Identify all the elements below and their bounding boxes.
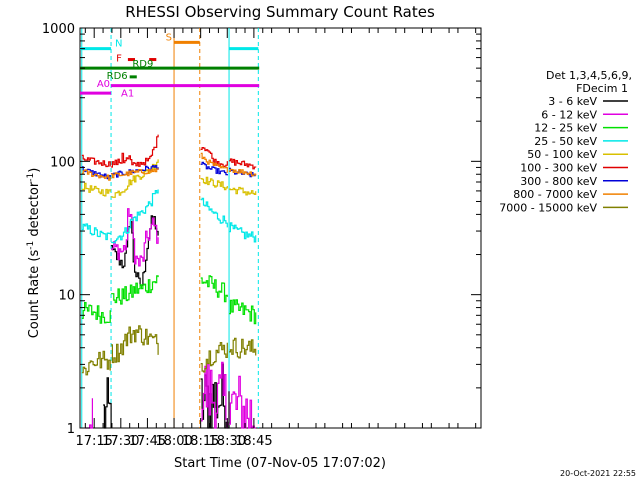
series-line [81, 154, 111, 168]
flag-label: A1 [121, 89, 134, 100]
series-line [81, 182, 111, 197]
y-tick-label: 100 [50, 155, 75, 170]
flag-a1: A1 [111, 84, 260, 100]
legend-entry-label: 100 - 300 keV [520, 162, 597, 175]
x-tick-label: 18:15 [182, 434, 219, 449]
legend-entry-label: 12 - 25 keV [534, 122, 597, 135]
series-line [111, 168, 159, 179]
flag-s: S [166, 32, 200, 44]
series-layer [81, 134, 257, 429]
flag-label: RD9 [132, 59, 153, 70]
series-line [81, 350, 111, 376]
flag-label: A0 [97, 79, 110, 90]
series-line [200, 342, 228, 373]
y-tick-label: 1000 [42, 22, 75, 37]
y-axis-label-part: ) [27, 168, 42, 173]
series-line [200, 275, 228, 303]
chart-title: RHESSI Observing Summary Count Rates [125, 3, 435, 21]
legend-entry-label: 300 - 800 keV [520, 175, 597, 188]
flag-label: F [116, 54, 122, 65]
series-line [200, 161, 228, 176]
plot-area [79, 27, 482, 429]
series-line [200, 176, 228, 191]
series-line [229, 375, 256, 429]
x-tick-label: 18:30 [209, 434, 246, 449]
legend-header: Det 1,3,4,5,6,9, [546, 69, 632, 82]
series-line [111, 325, 159, 364]
series-800-7000-kev [81, 152, 257, 181]
series-line [81, 169, 111, 181]
flag-a0: A0 [80, 79, 112, 95]
x-axis-label: Start Time (07-Nov-05 17:07:02) [174, 456, 386, 471]
flag-label: N [115, 39, 122, 50]
series-line [229, 186, 257, 196]
legend-entry: 50 - 100 keV [527, 148, 628, 161]
series-line [85, 398, 93, 429]
legend-entry: 7000 - 15000 keV [499, 201, 628, 214]
series-6-12-kev [85, 208, 256, 429]
legend-entry-label: 7000 - 15000 keV [499, 201, 597, 214]
timestamp: 20-Oct-2021 22:55 [560, 469, 636, 478]
series-line [200, 152, 228, 173]
y-axis-label-part: detector [27, 181, 42, 241]
legend-entry: 100 - 300 keV [520, 162, 628, 175]
flag-label: RD6 [107, 71, 128, 82]
series-line [229, 337, 257, 359]
series-7000-15000-kev [81, 325, 257, 376]
legend-entry: 6 - 12 keV [541, 108, 628, 121]
legend-entry: 300 - 800 keV [520, 175, 628, 188]
legend-entry-label: 25 - 50 keV [534, 135, 597, 148]
flag-n: N [80, 39, 259, 51]
series-line [229, 158, 257, 170]
plot-frame [79, 27, 482, 429]
y-axis-label-part: Count Rate (s [27, 250, 42, 339]
y-tick-label: 10 [58, 289, 75, 304]
legend-entry-label: 3 - 6 keV [548, 95, 597, 108]
legend-entry: 12 - 25 keV [534, 122, 628, 135]
x-tick-label: 17:30 [102, 434, 139, 449]
series-line [229, 222, 257, 243]
series-line [111, 275, 159, 305]
series-line [111, 189, 159, 244]
series-line [229, 299, 257, 325]
series-line [229, 168, 257, 177]
flag-layer: N S F RD9 RD6 A1 A0 [80, 32, 260, 100]
series-12-25-kev [81, 275, 257, 325]
flag-rd9: RD9 [80, 59, 260, 70]
flag-f: F [116, 54, 157, 65]
legend-entry-label: 800 - 7000 keV [513, 188, 597, 201]
x-tick-label: 17:45 [129, 434, 166, 449]
series-line [200, 361, 228, 429]
flag-rd6: RD6 [107, 71, 137, 82]
y-axis-label-sup: -1 [26, 241, 36, 250]
y-axis-label-sup: -1 [26, 173, 36, 182]
x-tick-label: 18:00 [155, 434, 192, 449]
legend-entry: 3 - 6 keV [548, 95, 628, 108]
vertical-markers [81, 28, 259, 428]
x-tick-label: 17:15 [75, 434, 112, 449]
x-tick-label: 18:45 [235, 434, 272, 449]
series-line [81, 223, 111, 241]
series-100-300-kev [81, 134, 257, 170]
legend-subheader: FDecim 1 [576, 82, 628, 95]
y-tick-label: 1 [67, 422, 75, 437]
series-line [200, 197, 228, 228]
legend-entry: 25 - 50 keV [534, 135, 628, 148]
legend-entry: 800 - 7000 keV [513, 188, 628, 201]
series-line [111, 208, 159, 267]
series-line [81, 302, 111, 324]
legend-entry-label: 50 - 100 keV [527, 148, 597, 161]
series-25-50-kev [81, 189, 257, 244]
series-line [111, 134, 159, 168]
flag-label: S [166, 32, 172, 43]
y-axis-label: Count Rate (s-1 detector-1) [26, 168, 42, 339]
legend-entry-label: 6 - 12 keV [541, 108, 597, 121]
series-line [103, 377, 112, 429]
